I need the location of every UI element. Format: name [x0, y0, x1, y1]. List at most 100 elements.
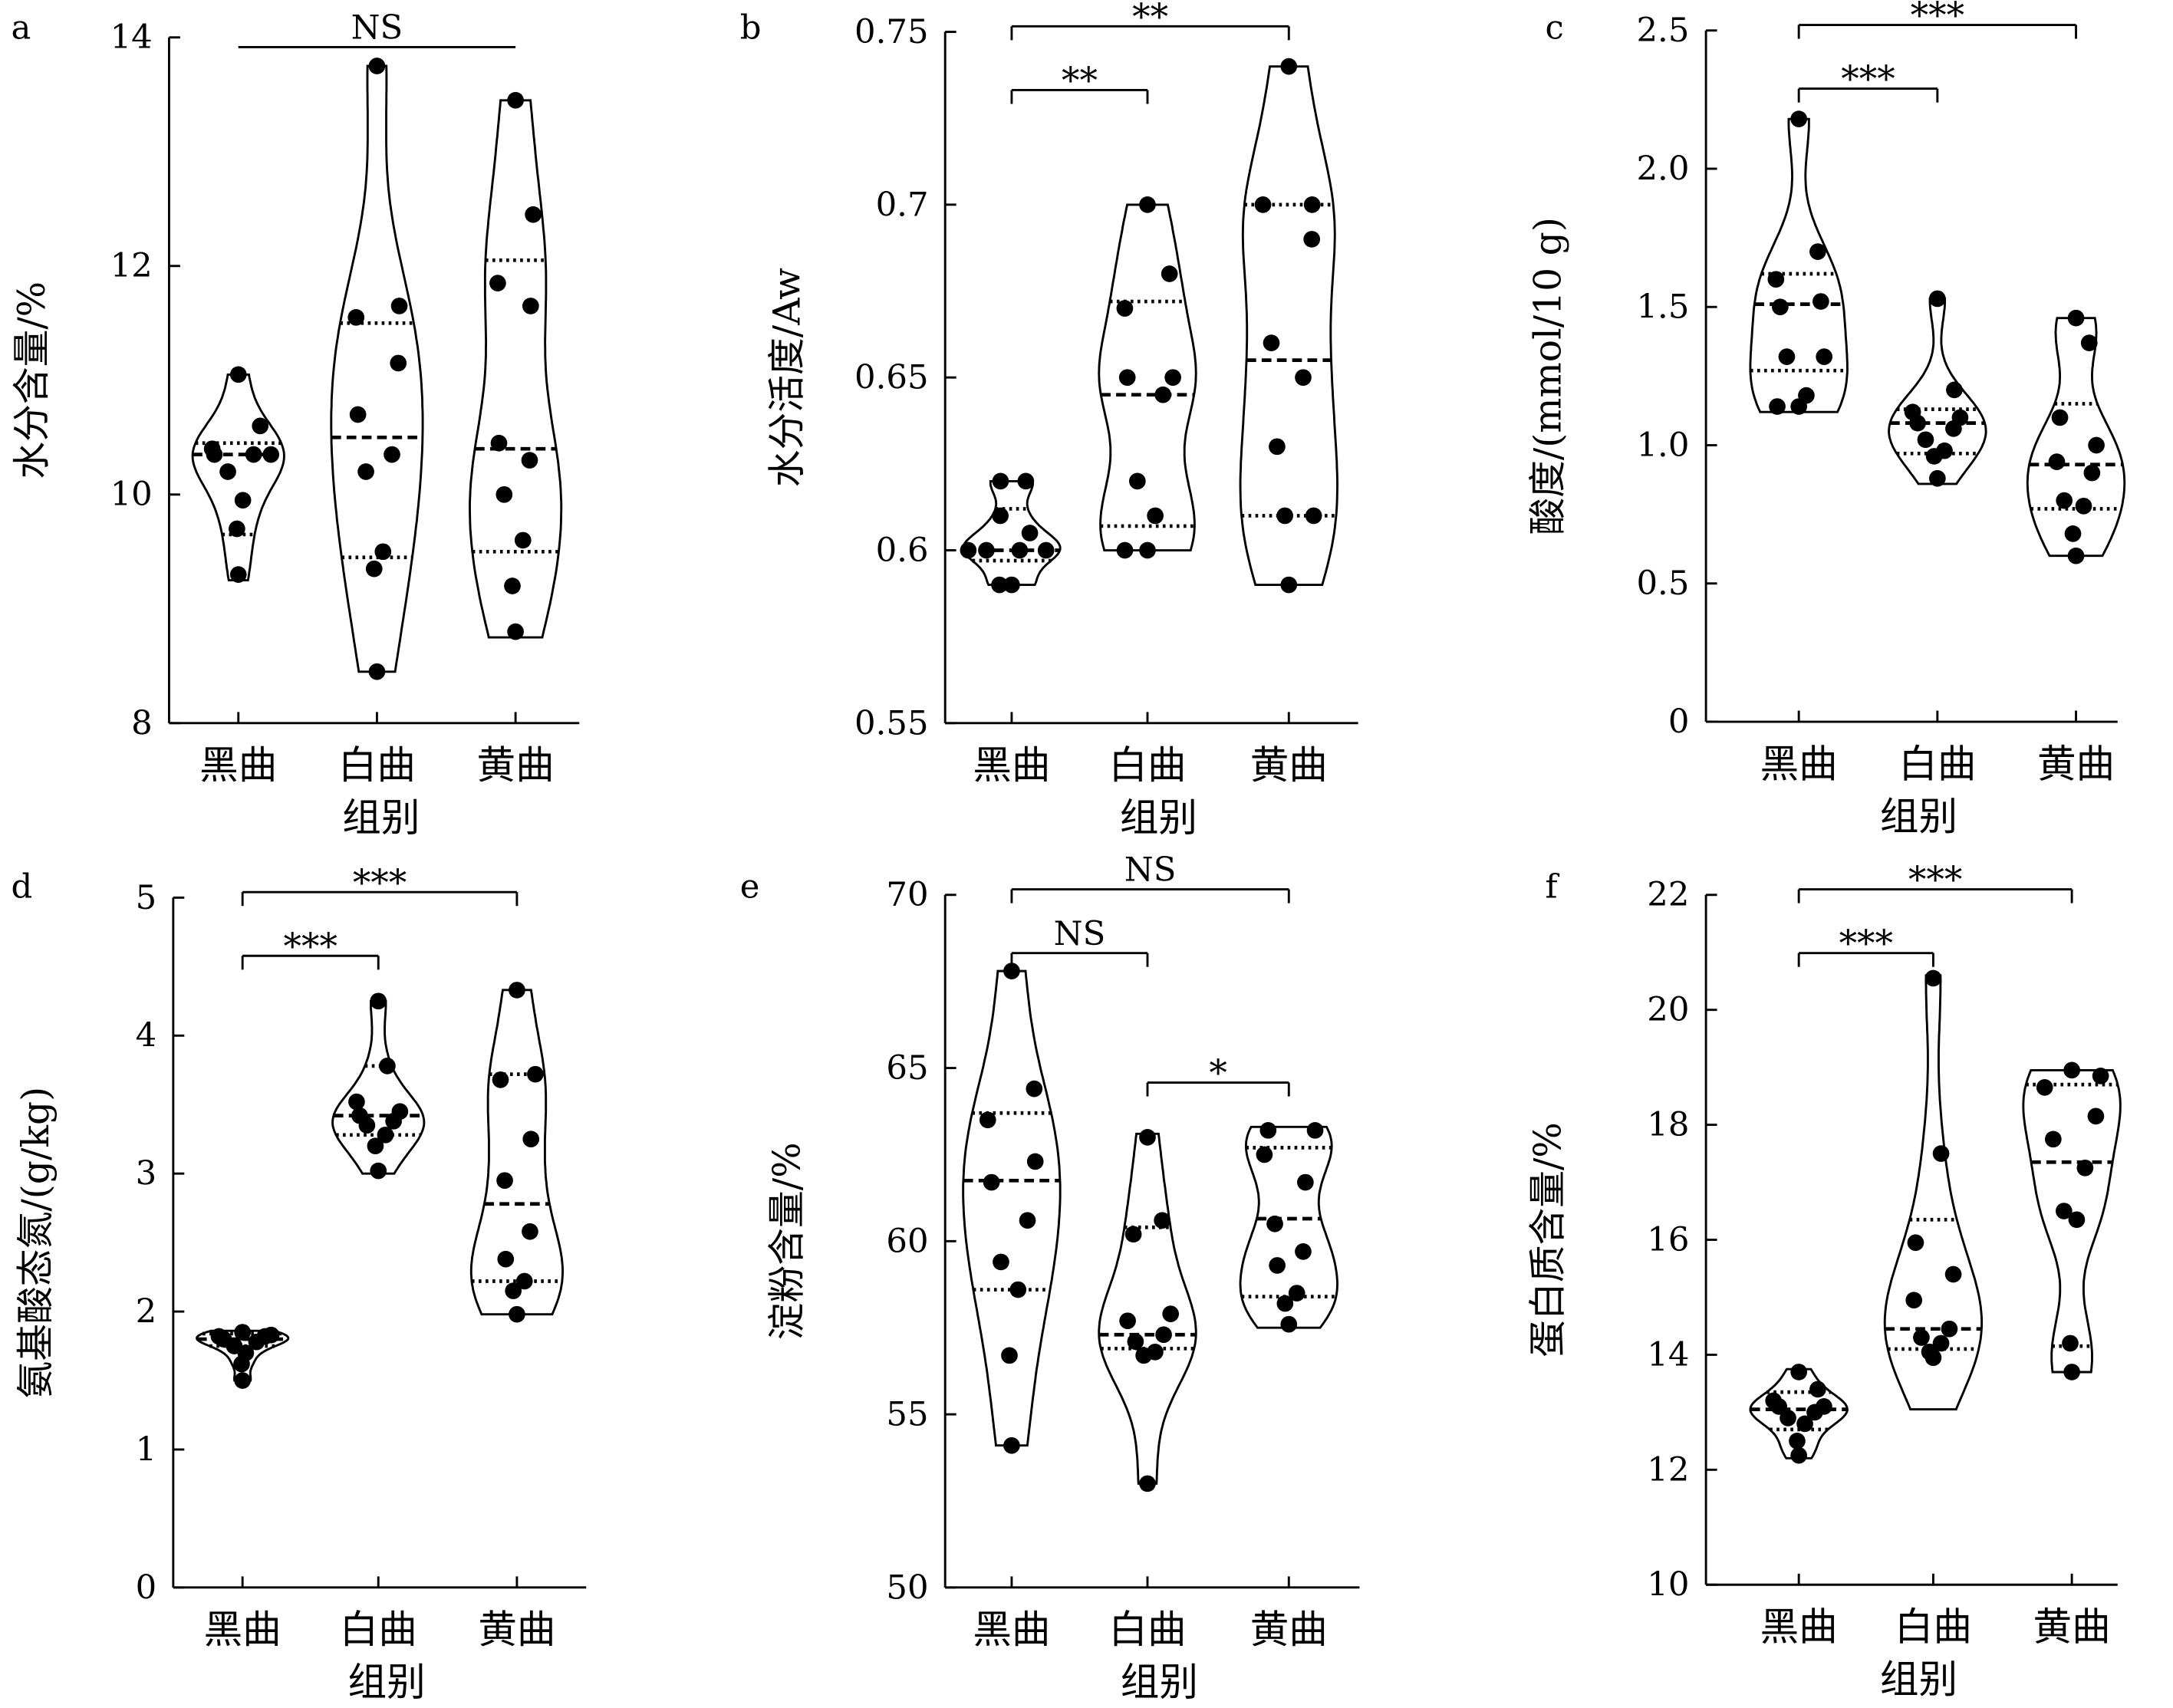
y-tick-label: 0.6 [876, 531, 929, 570]
y-tick-label: 14 [1647, 1336, 1689, 1374]
y-axis-label: 水分含量/% [10, 281, 54, 479]
data-point [507, 91, 524, 109]
significance-label: *** [1839, 923, 1893, 965]
data-point [492, 1071, 509, 1088]
data-point [1924, 969, 1942, 987]
data-point [1932, 1334, 1950, 1352]
data-point [525, 206, 542, 223]
data-point [357, 463, 374, 480]
data-point [377, 1126, 394, 1144]
x-tick-label: 黄曲 [2037, 741, 2115, 786]
x-tick-label: 黑曲 [1760, 1604, 1838, 1650]
y-tick-label: 12 [1647, 1451, 1689, 1489]
violin-outline [1239, 1125, 1338, 1329]
data-point [1280, 58, 1298, 75]
data-point [210, 1328, 228, 1345]
x-tick-label: 黑曲 [199, 742, 277, 788]
data-point [1017, 472, 1035, 490]
data-point [1932, 1145, 1950, 1162]
y-tick-label: 55 [886, 1396, 928, 1434]
data-point [229, 520, 245, 538]
data-point [515, 1272, 533, 1290]
data-point [509, 982, 525, 999]
data-point [245, 446, 262, 463]
data-point [992, 507, 1009, 525]
data-point [1019, 1212, 1036, 1229]
data-point [1026, 1153, 1044, 1170]
data-point [252, 417, 269, 435]
data-point [368, 663, 386, 680]
data-point [2056, 492, 2073, 509]
data-point [1263, 334, 1280, 351]
data-point [1917, 431, 1934, 449]
data-point [991, 576, 1008, 594]
data-point [1147, 1343, 1164, 1361]
y-tick-label: 12 [110, 247, 153, 285]
panel-letter: f [1546, 867, 1560, 906]
violin-outline [469, 99, 563, 639]
data-point [1139, 1129, 1156, 1146]
data-point [349, 406, 367, 423]
data-point [1001, 1347, 1018, 1364]
data-point [1809, 1381, 1826, 1398]
y-tick-label: 16 [1647, 1221, 1689, 1259]
violin-outline [962, 969, 1062, 1447]
data-point [370, 992, 387, 1010]
data-point [1116, 541, 1134, 559]
data-point [390, 298, 408, 314]
data-point [978, 541, 995, 559]
data-point [2064, 525, 2082, 542]
data-point [229, 366, 247, 383]
data-point [1011, 541, 1029, 559]
violin-outline [1239, 65, 1338, 587]
panel-letter: c [1546, 9, 1564, 48]
y-tick-label: 70 [886, 876, 928, 914]
data-point [1280, 576, 1298, 594]
data-point [1941, 1320, 1958, 1338]
data-point [1009, 1281, 1027, 1298]
data-point [1790, 110, 1808, 127]
data-point [2055, 1203, 2073, 1219]
data-point [1905, 1292, 1923, 1309]
violin-outline [1749, 117, 1849, 413]
data-point [521, 452, 538, 469]
data-point [1946, 381, 1963, 399]
significance-label: *** [1908, 859, 1962, 901]
data-point [2075, 497, 2092, 515]
y-tick-label: 10 [1647, 1566, 1689, 1604]
data-point [1259, 1121, 1277, 1139]
data-point [527, 1065, 544, 1083]
data-point [1026, 1080, 1043, 1098]
x-tick-label: 黄曲 [1250, 742, 1328, 788]
data-point [496, 1172, 513, 1190]
y-tick-label: 0.7 [876, 186, 929, 224]
data-point [2063, 1364, 2080, 1381]
data-point [2088, 436, 2105, 454]
data-point [2083, 464, 2101, 482]
y-tick-label: 1.0 [1636, 426, 1689, 465]
data-point [1118, 369, 1136, 387]
data-point [1303, 231, 1321, 248]
data-point [1929, 290, 1946, 308]
data-point [1256, 1146, 1273, 1163]
x-tick-label: 白曲 [338, 742, 416, 788]
panel-letter: a [11, 9, 31, 48]
data-point [1124, 1226, 1142, 1243]
data-point [262, 1326, 280, 1344]
data-point [522, 1223, 538, 1240]
data-point [1269, 438, 1286, 456]
data-point [960, 541, 977, 559]
data-point [2063, 1061, 2080, 1079]
significance-label: *** [1841, 58, 1895, 100]
data-point [368, 58, 386, 74]
data-point [391, 1103, 409, 1121]
data-point [1921, 1343, 1938, 1361]
significance-label: NS [1124, 851, 1177, 890]
violin-outline [196, 1329, 290, 1382]
data-point [2068, 1211, 2086, 1229]
data-point [2044, 1130, 2062, 1148]
y-tick-label: 0.65 [854, 359, 929, 397]
x-tick-label: 黄曲 [2033, 1604, 2111, 1650]
